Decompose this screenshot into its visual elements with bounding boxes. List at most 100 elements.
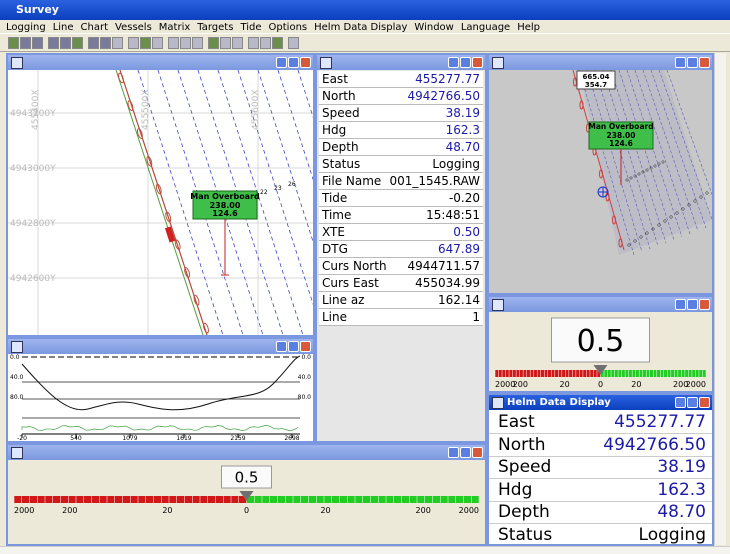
close-button[interactable]: [699, 57, 710, 68]
tool-button[interactable]: [232, 37, 243, 49]
app-title: Survey: [16, 3, 59, 16]
helm-label: Hdg: [498, 479, 533, 500]
tool-button[interactable]: [260, 37, 271, 49]
marker-title: Man Overboard: [588, 122, 653, 131]
track-point: [618, 238, 623, 248]
max-button[interactable]: [460, 57, 471, 68]
max-button[interactable]: [288, 57, 299, 68]
menu-item[interactable]: Vessels: [115, 22, 152, 33]
data-row: Hdg 162.3: [319, 122, 483, 139]
map-y-label: 4943200Y: [10, 109, 56, 119]
y-label-right: 40.0: [298, 374, 312, 381]
menu-item[interactable]: Language: [460, 22, 511, 33]
tool-button[interactable]: [192, 37, 203, 49]
dot: [645, 231, 649, 235]
min-button[interactable]: [675, 57, 686, 68]
min-button[interactable]: [276, 341, 287, 352]
data-value: 4942766.50: [407, 89, 480, 103]
tool-button[interactable]: [20, 37, 31, 49]
tool-button[interactable]: [88, 37, 99, 49]
data-label: East: [322, 72, 348, 86]
min-button[interactable]: [675, 299, 686, 310]
data-row: XTE 0.50: [319, 224, 483, 241]
menu-item[interactable]: Window: [414, 22, 454, 33]
close-button[interactable]: [699, 397, 710, 408]
min-button[interactable]: [276, 57, 287, 68]
dot: [675, 211, 679, 215]
tool-button[interactable]: [180, 37, 191, 49]
survey-line: [177, 70, 264, 335]
tool-button[interactable]: [112, 37, 123, 49]
data-value: 38.19: [445, 106, 480, 120]
tool-button[interactable]: [208, 37, 219, 49]
point-label: 23: [274, 185, 282, 192]
menu-item[interactable]: Tide: [240, 22, 262, 33]
tool-button[interactable]: [152, 37, 163, 49]
x-label: -20: [17, 435, 27, 441]
close-button[interactable]: [699, 299, 710, 310]
menu-item[interactable]: Helm Data Display: [314, 22, 408, 33]
x-label: 2698: [284, 435, 299, 441]
tool-button[interactable]: [272, 37, 283, 49]
menu-item[interactable]: Logging: [6, 22, 46, 33]
survey-line: [634, 70, 691, 235]
data-label: North: [322, 89, 356, 103]
dot: [681, 207, 685, 211]
close-button[interactable]: [300, 341, 311, 352]
gauge-label: 20: [162, 506, 172, 515]
survey-line: [642, 70, 699, 232]
tool-button[interactable]: [168, 37, 179, 49]
track-point: [146, 156, 153, 167]
tool-button[interactable]: [72, 37, 83, 49]
window-icon: [11, 447, 23, 459]
min-button[interactable]: [448, 447, 459, 458]
menu-bar: Logging Line Chart Vessels Matrix Targets Tide…: [0, 20, 730, 33]
survey-line: [137, 70, 224, 335]
gauge-label: 2000: [14, 506, 34, 515]
gauge-label: 20: [560, 380, 570, 389]
max-button[interactable]: [460, 447, 471, 458]
tool-button[interactable]: [60, 37, 71, 49]
menu-item[interactable]: Chart: [80, 22, 109, 33]
max-button[interactable]: [288, 341, 299, 352]
menu-item[interactable]: Line: [52, 22, 74, 33]
menu-item[interactable]: Targets: [197, 22, 234, 33]
menu-item[interactable]: Help: [517, 22, 541, 33]
map-x-label: 455600X: [251, 89, 261, 130]
tool-button[interactable]: [8, 37, 19, 49]
helm-label: Depth: [498, 502, 550, 522]
tool-button[interactable]: [48, 37, 59, 49]
x-label: 1619: [176, 435, 191, 441]
tool-button[interactable]: [220, 37, 231, 49]
menu-item[interactable]: Options: [268, 22, 308, 33]
tool-button[interactable]: [100, 37, 111, 49]
scrollbar[interactable]: [0, 546, 730, 554]
tool-button[interactable]: [248, 37, 259, 49]
tool-button[interactable]: [128, 37, 139, 49]
close-button[interactable]: [472, 447, 483, 458]
x-label: 540: [70, 435, 82, 441]
menu-item[interactable]: Matrix: [158, 22, 191, 33]
max-button[interactable]: [687, 57, 698, 68]
min-button[interactable]: [675, 397, 686, 408]
close-button[interactable]: [472, 57, 483, 68]
tool-button[interactable]: [140, 37, 151, 49]
close-button[interactable]: [300, 57, 311, 68]
survey-line: [237, 70, 313, 306]
survey-line: [610, 70, 667, 244]
tool-button[interactable]: [288, 37, 299, 49]
helm-row: Depth 48.70: [489, 501, 712, 524]
profile-noise: [21, 424, 299, 432]
min-button[interactable]: [448, 57, 459, 68]
data-label: XTE: [322, 225, 345, 239]
max-button[interactable]: [687, 299, 698, 310]
max-button[interactable]: [687, 397, 698, 408]
window: East 455277.77 North 4942766.50 Speed 38.19 Hd…: [315, 53, 487, 443]
data-value: Logging: [432, 157, 480, 171]
data-value: 48.70: [445, 140, 480, 154]
tool-button[interactable]: [32, 37, 43, 49]
scrollbar[interactable]: [714, 53, 726, 545]
x-label: 2159: [230, 435, 245, 441]
